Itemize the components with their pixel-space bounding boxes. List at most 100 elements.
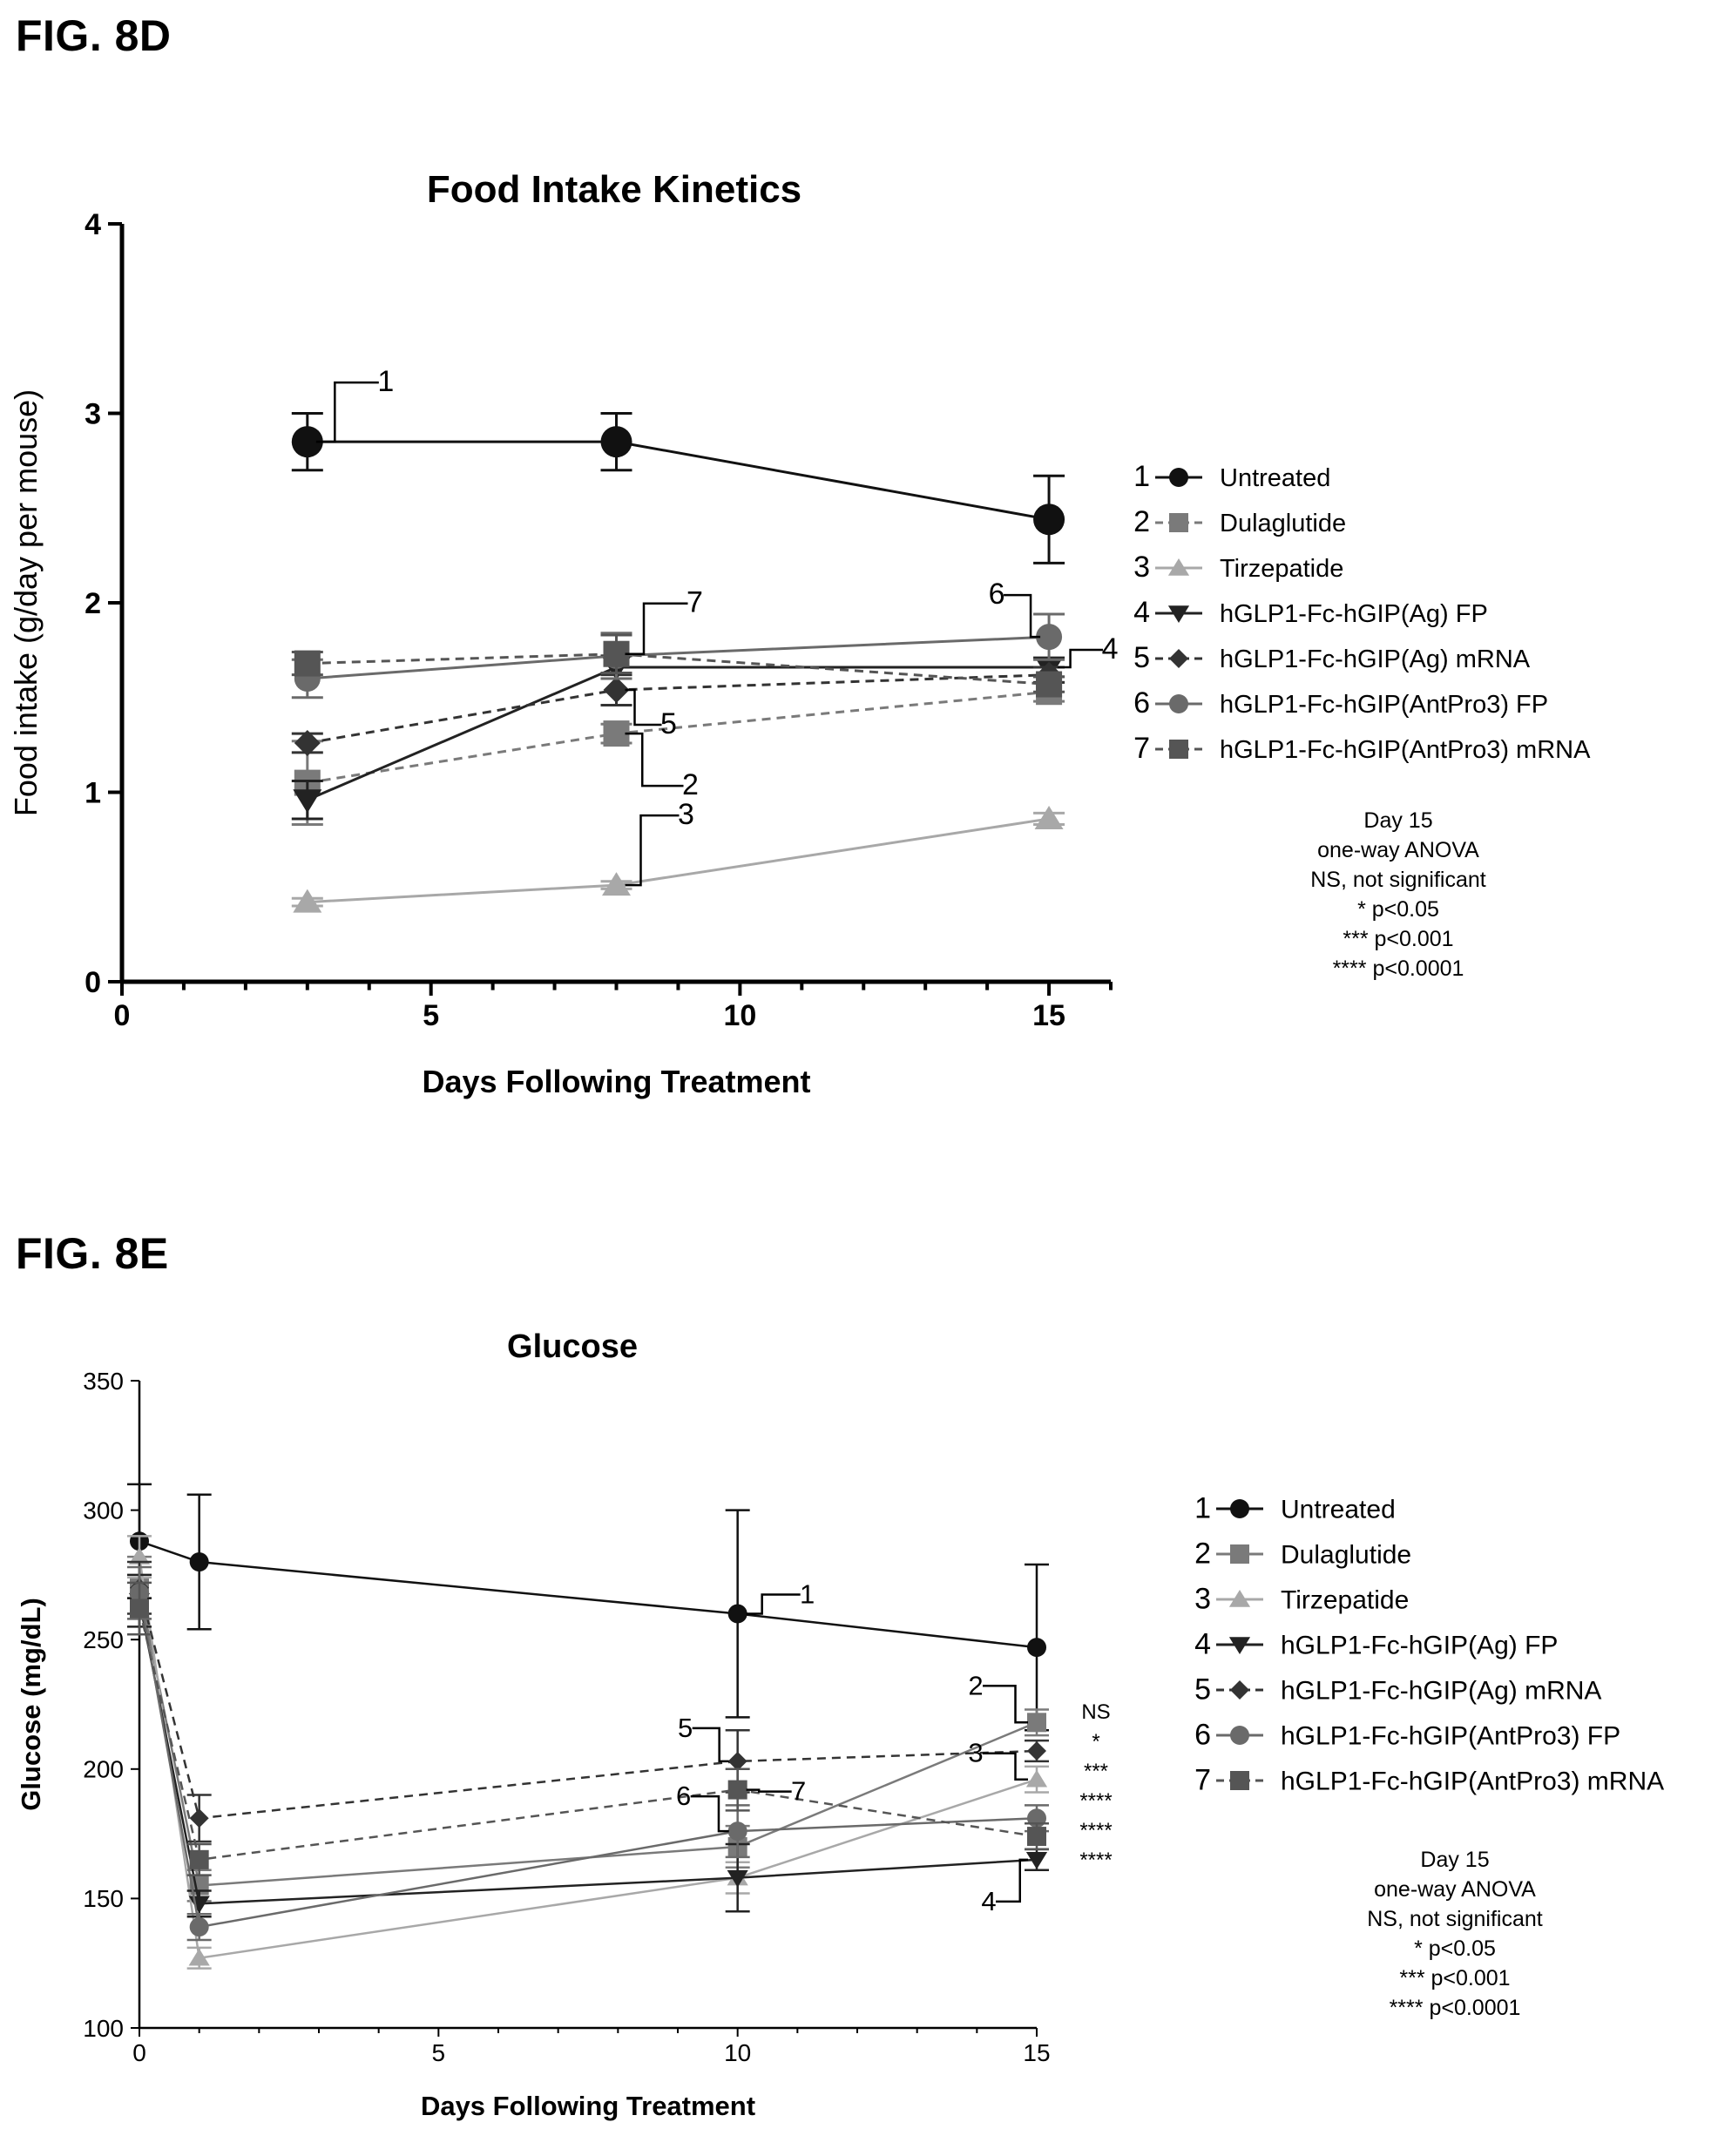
series-7-point: [1036, 671, 1063, 698]
callout-1-leader: [315, 381, 379, 443]
series-6-point: [189, 1917, 209, 1937]
legend-label-7: hGLP1-Fc-hGIP(AntPro3) mRNA: [1281, 1767, 1664, 1796]
series-3-point: [128, 1547, 151, 1565]
callout-3-label: 3: [968, 1738, 983, 1768]
stats-note-8d: Day 15 one-way ANOVA NS, not significant * …: [1255, 806, 1542, 983]
legend-label-5: hGLP1-Fc-hGIP(Ag) mRNA: [1281, 1677, 1601, 1706]
callouts: 1 7 523 6 4: [315, 365, 1119, 887]
y-tick-label: 4: [85, 208, 101, 241]
series-7-point: [1027, 1827, 1046, 1847]
callout-6-label: 6: [989, 578, 1005, 611]
legend-number-7: 7: [1194, 1764, 1211, 1797]
callout-2-label: 2: [968, 1670, 983, 1700]
callout-5-leader: [625, 688, 662, 727]
callout-7-label: 7: [687, 586, 703, 619]
legend-number-3: 3: [1194, 1583, 1211, 1616]
y-axis-label: Food intake (g/day per mouse): [8, 389, 44, 816]
y-tick-label: 350: [83, 1368, 124, 1395]
legend-marker-7: [1230, 1771, 1249, 1790]
stats-line: **** p<0.0001: [1332, 956, 1464, 981]
legend: 1 Untreated 2 Dulaglutide 3 Tirzepatide 4 hGLP1…: [1194, 1492, 1664, 1797]
legend-marker-4: [1167, 605, 1190, 623]
series-1-point: [1027, 1638, 1046, 1658]
series-7-point: [727, 1780, 747, 1800]
series-4-point: [293, 789, 322, 814]
callout-3-leader: [983, 1752, 1028, 1781]
series-3-point: [1034, 805, 1064, 829]
stats-line: NS, not significant: [1310, 868, 1486, 892]
series-3-point: [188, 1948, 210, 1966]
legend-marker-4: [1228, 1637, 1251, 1654]
legend-marker-5: [1230, 1680, 1249, 1700]
stats-line: *** p<0.001: [1343, 927, 1454, 951]
stats-line: * p<0.05: [1357, 897, 1439, 922]
stats-line: Day 15: [1420, 1848, 1490, 1872]
x-tick-label: 15: [1023, 2039, 1050, 2066]
x-tick-label: 0: [132, 2039, 146, 2066]
callout-1-label: 1: [377, 365, 394, 398]
x-axis-label: Days Following Treatment: [422, 1064, 810, 1099]
legend-number-4: 4: [1194, 1628, 1211, 1661]
series-3-point: [1025, 1769, 1048, 1788]
legend-marker-6: [1230, 1726, 1249, 1745]
significance-marker: NS: [1081, 1700, 1110, 1724]
series-4-point: [1025, 1852, 1048, 1869]
stats-line: * p<0.05: [1414, 1936, 1496, 1961]
series-1-point: [291, 426, 323, 458]
legend-number-7: 7: [1133, 732, 1150, 765]
legend-number-5: 5: [1194, 1673, 1211, 1707]
series-group: [127, 1483, 1049, 1970]
legend-label-4: hGLP1-Fc-hGIP(Ag) FP: [1281, 1632, 1558, 1660]
legend-number-6: 6: [1194, 1719, 1211, 1752]
y-tick-label: 0: [85, 966, 101, 999]
series-7-point: [130, 1598, 149, 1619]
series-5-line: [138, 1587, 1038, 1820]
legend-label-6: hGLP1-Fc-hGIP(AntPro3) FP: [1220, 691, 1548, 719]
callout-3-label: 3: [678, 798, 694, 831]
series-2-line: [307, 690, 1050, 785]
callout-5-label: 5: [678, 1713, 693, 1743]
series-group: [291, 412, 1065, 913]
legend-number-1: 1: [1133, 460, 1150, 493]
callout-2-leader: [625, 732, 684, 787]
stats-line: one-way ANOVA: [1374, 1877, 1536, 1902]
x-tick-label: 10: [723, 999, 756, 1032]
legend-number-4: 4: [1133, 596, 1150, 629]
series-3-line: [138, 1556, 1038, 1960]
figure-label-8d: FIG. 8D: [16, 11, 172, 60]
callout-2-label: 2: [682, 768, 699, 801]
legend-number-2: 2: [1194, 1538, 1211, 1571]
callout-4-leader: [996, 1858, 1028, 1903]
significance-marker: ***: [1084, 1760, 1108, 1783]
y-tick-label: 1: [85, 776, 101, 809]
callout-3-leader: [625, 814, 680, 887]
stats-note-8e: Day 15 one-way ANOVA NS, not significant * …: [1307, 1845, 1603, 2023]
callout-5-label: 5: [660, 707, 677, 740]
legend-number-5: 5: [1133, 641, 1150, 674]
stats-line: NS, not significant: [1367, 1907, 1543, 1931]
legend-label-5: hGLP1-Fc-hGIP(Ag) mRNA: [1220, 645, 1531, 673]
series-3-point: [602, 872, 631, 896]
y-tick-label: 250: [83, 1626, 124, 1653]
y-tick-label: 100: [83, 2015, 124, 2042]
series-4-line: [138, 1600, 1038, 1905]
legend-number-2: 2: [1133, 505, 1150, 538]
legend-marker-1: [1230, 1499, 1249, 1518]
legend-marker-2: [1230, 1544, 1249, 1564]
significance-marker: ****: [1079, 1819, 1112, 1842]
significance-marker: ****: [1079, 1848, 1112, 1872]
legend-number-6: 6: [1133, 686, 1150, 720]
series-5-point: [603, 677, 630, 704]
stats-line: *** p<0.001: [1399, 1966, 1511, 1990]
significance-markers: NS****************: [1079, 1700, 1112, 1872]
x-tick-label: 0: [114, 999, 131, 1032]
legend-label-6: hGLP1-Fc-hGIP(AntPro3) FP: [1281, 1722, 1620, 1751]
significance-marker: ****: [1079, 1789, 1112, 1813]
callout-6-leader: [1004, 593, 1041, 639]
callout-6-label: 6: [676, 1781, 691, 1811]
y-tick-label: 2: [85, 587, 101, 620]
series-7-line: [307, 652, 1050, 686]
x-axis-label: Days Following Treatment: [421, 2091, 755, 2121]
